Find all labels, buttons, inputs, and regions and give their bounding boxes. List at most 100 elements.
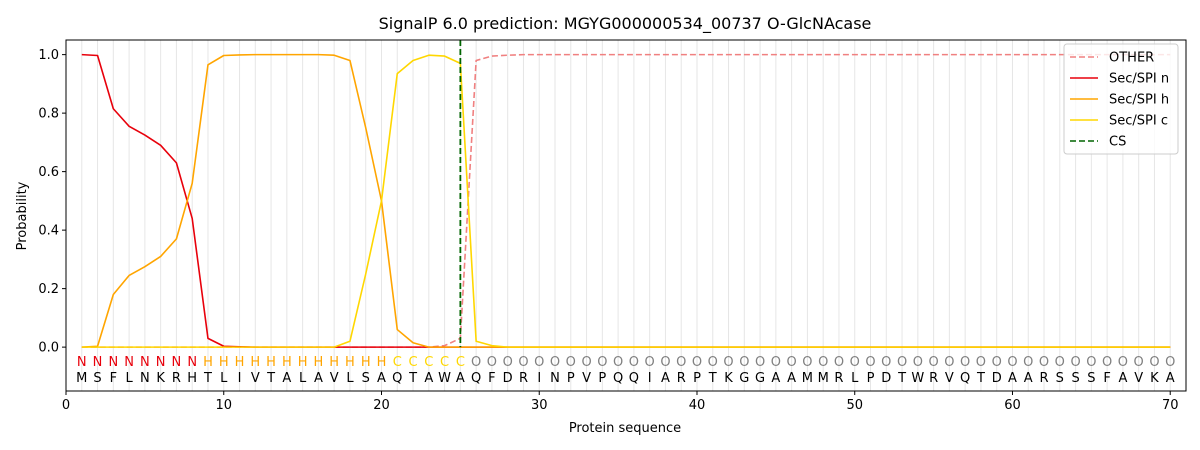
residue-label: A	[314, 371, 323, 386]
region-label: O	[613, 355, 623, 370]
region-label: H	[298, 355, 308, 370]
residue-label: S	[362, 371, 370, 386]
residue-label: W	[438, 371, 451, 386]
y-tick-label: 0.0	[38, 341, 59, 356]
legend-label: Sec/SPI h	[1109, 93, 1169, 108]
residue-label: K	[724, 371, 733, 386]
residue-label: K	[1150, 371, 1159, 386]
residue-label: T	[897, 371, 906, 386]
region-label: O	[944, 355, 954, 370]
region-label: O	[771, 355, 781, 370]
x-tick-label: 50	[846, 398, 863, 413]
region-label: N	[77, 355, 87, 370]
residue-label: D	[992, 371, 1002, 386]
region-label: H	[377, 355, 387, 370]
region-label: C	[393, 355, 402, 370]
region-label: O	[550, 355, 560, 370]
x-tick-label: 70	[1162, 398, 1179, 413]
grid-lines	[81, 40, 1171, 391]
legend-box	[1063, 43, 1179, 155]
residue-label: G	[755, 371, 765, 386]
region-label: O	[913, 355, 923, 370]
region-label: O	[1118, 355, 1128, 370]
residue-label: I	[238, 371, 242, 386]
residue-label: A	[661, 371, 670, 386]
region-label: O	[865, 355, 875, 370]
residue-label: R	[172, 371, 181, 386]
region-label: O	[581, 355, 591, 370]
region-label: C	[424, 355, 433, 370]
residue-label: H	[187, 371, 197, 386]
region-label: H	[282, 355, 292, 370]
y-tick-label: 1.0	[38, 48, 59, 63]
residue-label: L	[125, 371, 133, 386]
region-label: N	[156, 355, 166, 370]
x-tick-label: 10	[215, 398, 232, 413]
residue-label: N	[140, 371, 150, 386]
residue-label: L	[299, 371, 307, 386]
residue-label: P	[693, 371, 701, 386]
legend-label: OTHER	[1109, 51, 1154, 66]
region-label: H	[361, 355, 371, 370]
residue-label: Q	[471, 371, 481, 386]
region-label: O	[645, 355, 655, 370]
region-label: O	[802, 355, 812, 370]
residue-label: S	[1056, 371, 1064, 386]
region-label: O	[597, 355, 607, 370]
region-label: O	[471, 355, 481, 370]
x-tick-label: 40	[689, 398, 706, 413]
region-label: O	[1149, 355, 1159, 370]
region-label: O	[897, 355, 907, 370]
residue-label: A	[1166, 371, 1175, 386]
region-label: H	[266, 355, 276, 370]
series-line	[81, 53, 1171, 348]
region-label: O	[566, 355, 576, 370]
region-label: H	[235, 355, 245, 370]
x-tick-label: 60	[1004, 398, 1021, 413]
residue-label: V	[1134, 371, 1143, 386]
region-label: H	[345, 355, 355, 370]
residue-label: F	[1103, 371, 1110, 386]
residue-label: M	[76, 371, 87, 386]
residue-label: T	[266, 371, 275, 386]
series-line	[81, 53, 1171, 348]
residue-label: Q	[960, 371, 970, 386]
plot-frame	[65, 39, 1187, 392]
residue-label: A	[424, 371, 433, 386]
region-label: O	[881, 355, 891, 370]
residue-label: M	[802, 371, 813, 386]
region-label: O	[1086, 355, 1096, 370]
residue-label: V	[945, 371, 954, 386]
residue-label: V	[330, 371, 339, 386]
residue-label: L	[220, 371, 228, 386]
series-line	[81, 54, 1171, 348]
residue-label: A	[771, 371, 780, 386]
region-label: O	[755, 355, 765, 370]
residue-label: R	[519, 371, 528, 386]
region-label: O	[787, 355, 797, 370]
residue-label: V	[251, 371, 260, 386]
residue-label: A	[787, 371, 796, 386]
region-label: O	[818, 355, 828, 370]
y-tick-label: 0.6	[38, 165, 59, 180]
region-label: O	[534, 355, 544, 370]
residue-label: I	[648, 371, 652, 386]
residue-label: F	[110, 371, 117, 386]
residue-label: K	[156, 371, 165, 386]
residue-label: W	[911, 371, 924, 386]
region-label: H	[250, 355, 260, 370]
series-line	[81, 53, 1171, 348]
residue-label: D	[881, 371, 891, 386]
sequence-annotation: NMNSNFNLNNNKNRNHHTHLHIHVHTHAHLHAHVHLHSHA…	[76, 355, 1175, 386]
region-label: H	[329, 355, 339, 370]
residue-label: A	[1024, 371, 1033, 386]
region-label: H	[219, 355, 229, 370]
residue-label: A	[282, 371, 291, 386]
region-label: O	[708, 355, 718, 370]
residue-label: R	[834, 371, 843, 386]
region-label: O	[1102, 355, 1112, 370]
region-label: O	[1055, 355, 1065, 370]
residue-label: P	[567, 371, 575, 386]
residue-label: F	[488, 371, 495, 386]
residue-label: T	[203, 371, 212, 386]
